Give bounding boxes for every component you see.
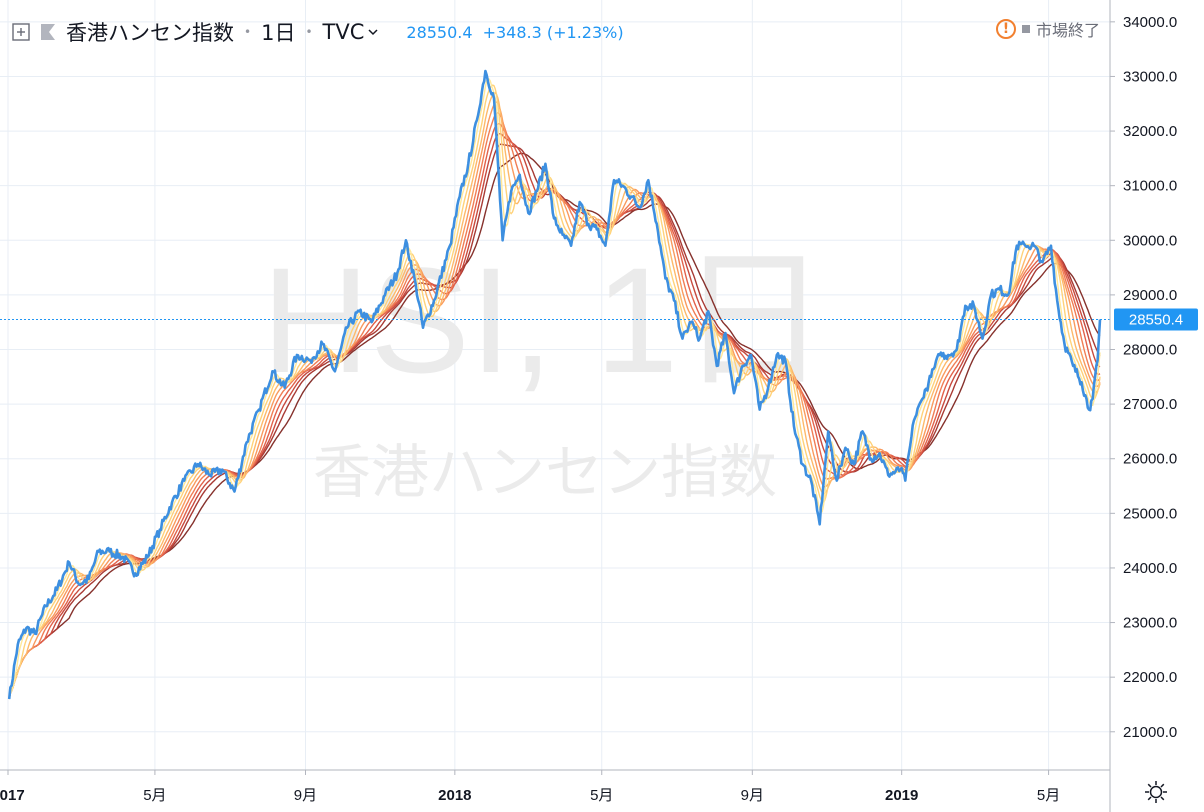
x-tick-label: 2018 xyxy=(438,787,471,804)
y-tick-label: 34000.0 xyxy=(1123,14,1177,31)
market-status-label: 市場終了 xyxy=(1035,21,1100,40)
separator-dot: • xyxy=(305,25,313,39)
warning-icon: ! xyxy=(995,19,1016,39)
gear-icon[interactable] xyxy=(1144,780,1168,804)
time-axis[interactable]: 2017 5月 9月 2018 5月 9月 2019 5月 xyxy=(0,770,1060,804)
price-line-series xyxy=(7,69,1102,700)
y-tick-label: 25000.0 xyxy=(1123,505,1177,522)
y-tick-label: 24000.0 xyxy=(1123,560,1177,577)
symbol-flag-icon xyxy=(41,24,55,40)
x-tick-label: 9月 xyxy=(741,787,764,804)
y-tick-label: 22000.0 xyxy=(1123,669,1177,686)
last-price-label: 28550.4 xyxy=(1114,308,1198,331)
y-tick-label: 33000.0 xyxy=(1123,68,1177,85)
chart-grid xyxy=(0,0,1110,770)
x-tick-label: 5月 xyxy=(590,787,613,804)
ma-line xyxy=(8,112,1101,700)
y-tick-label: 30000.0 xyxy=(1123,232,1177,249)
source-label[interactable]: TVC xyxy=(322,20,365,44)
interval-label[interactable]: 1日 xyxy=(261,21,296,45)
y-tick-label: 32000.0 xyxy=(1123,123,1177,140)
ma-line xyxy=(8,84,1101,700)
y-tick-label: 23000.0 xyxy=(1123,615,1177,632)
price-change-text: +348.3 (+1.23%) xyxy=(482,22,624,42)
y-tick-label: 28000.0 xyxy=(1123,342,1177,359)
separator-dot: • xyxy=(244,25,252,39)
expand-button[interactable] xyxy=(12,23,30,41)
y-tick-label: 26000.0 xyxy=(1123,451,1177,468)
x-tick-label: 2019 xyxy=(885,787,918,804)
market-status-square-icon xyxy=(1021,25,1030,33)
watermark-subtitle: 香港ハンセン指数 xyxy=(313,438,777,506)
x-tick-label: 5月 xyxy=(1037,787,1060,804)
ma-line xyxy=(8,92,1101,700)
price-axis[interactable]: 21000.0 22000.0 23000.0 24000.0 25000.0 26000… xyxy=(1110,14,1177,741)
plus-square-icon xyxy=(12,23,30,41)
symbol-title[interactable]: 香港ハンセン指数 xyxy=(66,21,234,45)
y-tick-label: 21000.0 xyxy=(1123,724,1177,741)
chevron-down-icon[interactable] xyxy=(368,28,378,36)
y-tick-label: 29000.0 xyxy=(1123,287,1177,304)
last-price-value: 28550.4 xyxy=(1129,311,1183,328)
last-price-text: 28550.4 xyxy=(406,22,473,42)
x-tick-label: 9月 xyxy=(294,787,317,804)
x-tick-label: 5月 xyxy=(143,787,166,804)
x-tick-label: 2017 xyxy=(0,787,25,804)
y-tick-label: 31000.0 xyxy=(1123,178,1177,195)
chart-legend-header: 香港ハンセン指数 • 1日 • TVC 28550.4 +348.3 (+1.2… xyxy=(12,14,624,50)
y-tick-label: 27000.0 xyxy=(1123,396,1177,413)
ma-ribbon xyxy=(8,77,1101,700)
ma-line xyxy=(8,122,1101,700)
market-status[interactable]: ! 市場終了 xyxy=(995,14,1100,44)
